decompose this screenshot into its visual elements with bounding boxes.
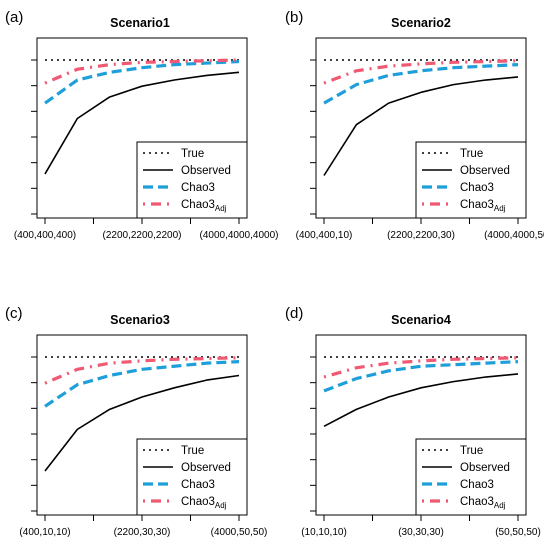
x-tick-label: (50,50,50)	[495, 527, 541, 538]
series-line-dashed	[323, 63, 519, 105]
legend-label: Chao3	[181, 479, 215, 491]
legend: True Observed Chao3 Chao3Adj	[136, 141, 248, 219]
chart-title: Scenario3	[110, 313, 170, 327]
chart-panel-1: (a) Scenario1 (400,400,400) (2200,2200,2200…	[5, 9, 278, 241]
x-tick-label: (2200,30,30)	[114, 527, 171, 538]
series-line-dashed	[323, 360, 519, 393]
legend-label: Chao3Adj	[460, 199, 506, 213]
legend-label: Chao3Adj	[181, 496, 227, 510]
series-line-solid	[323, 373, 519, 428]
legend-label: Chao3	[181, 182, 215, 194]
legend-label: Chao3Adj	[181, 199, 227, 213]
series-line-dotdash	[44, 58, 240, 85]
chart-title: Scenario2	[391, 16, 451, 30]
series-line-dashed	[44, 360, 240, 408]
x-tick-label: (400,10,10)	[19, 527, 70, 538]
series-line-solid	[323, 76, 519, 176]
legend-label: True	[181, 148, 204, 160]
x-tick-label: (2200,2200,30)	[387, 230, 455, 241]
series-line-dotdash	[44, 356, 240, 385]
series-line-dotdash	[323, 59, 519, 85]
legend-label: Chao3	[460, 479, 494, 491]
chart-title: Scenario4	[391, 313, 451, 327]
panel-letter: (c)	[5, 305, 23, 322]
series-line-dashed	[44, 59, 240, 105]
x-tick-label: (4000,4000,50)	[484, 230, 544, 241]
x-tick-label: (400,400,10)	[296, 230, 353, 241]
x-tick-label: (400,400,400)	[14, 230, 76, 241]
legend-subscript: Adj	[494, 204, 506, 213]
legend-label: Observed	[460, 165, 510, 177]
chart-panel-2: (b) Scenario2 (400,400,10) (2200,2200,30) (4…	[285, 9, 544, 241]
legend: True Observed Chao3 Chao3Adj	[415, 141, 527, 219]
x-tick-label: (4000,50,50)	[211, 527, 268, 538]
series-line-solid	[44, 374, 240, 472]
x-tick-label: (4000,4000,4000)	[200, 230, 279, 241]
chart-panel-3: (c) Scenario3 (400,10,10) (2200,30,30) (4000…	[5, 305, 267, 538]
x-tick-label: (2200,2200,2200)	[103, 230, 182, 241]
x-tick-label: (10,10,10)	[301, 527, 347, 538]
legend-subscript: Adj	[215, 204, 227, 213]
legend-label: Chao3Adj	[460, 496, 506, 510]
legend-label: True	[460, 148, 483, 160]
legend-label: True	[460, 445, 483, 457]
chart-panel-4: (d) Scenario4 (10,10,10) (30,30,30) (50,50,5…	[285, 305, 541, 538]
legend-subscript: Adj	[215, 501, 227, 510]
chart-title: Scenario1	[110, 16, 170, 30]
legend: True Observed Chao3 Chao3Adj	[136, 438, 248, 516]
series-line-dotdash	[323, 356, 519, 379]
series-line-solid	[44, 71, 240, 175]
legend-label: True	[181, 445, 204, 457]
panel-letter: (d)	[285, 305, 303, 322]
panel-letter: (b)	[285, 9, 303, 26]
legend-label: Observed	[460, 462, 510, 474]
legend: True Observed Chao3 Chao3Adj	[415, 438, 527, 516]
legend-label: Chao3	[460, 182, 494, 194]
panel-letter: (a)	[5, 9, 23, 26]
legend-label: Observed	[181, 165, 231, 177]
legend-subscript: Adj	[494, 501, 506, 510]
x-tick-label: (30,30,30)	[398, 527, 444, 538]
legend-label: Observed	[181, 462, 231, 474]
